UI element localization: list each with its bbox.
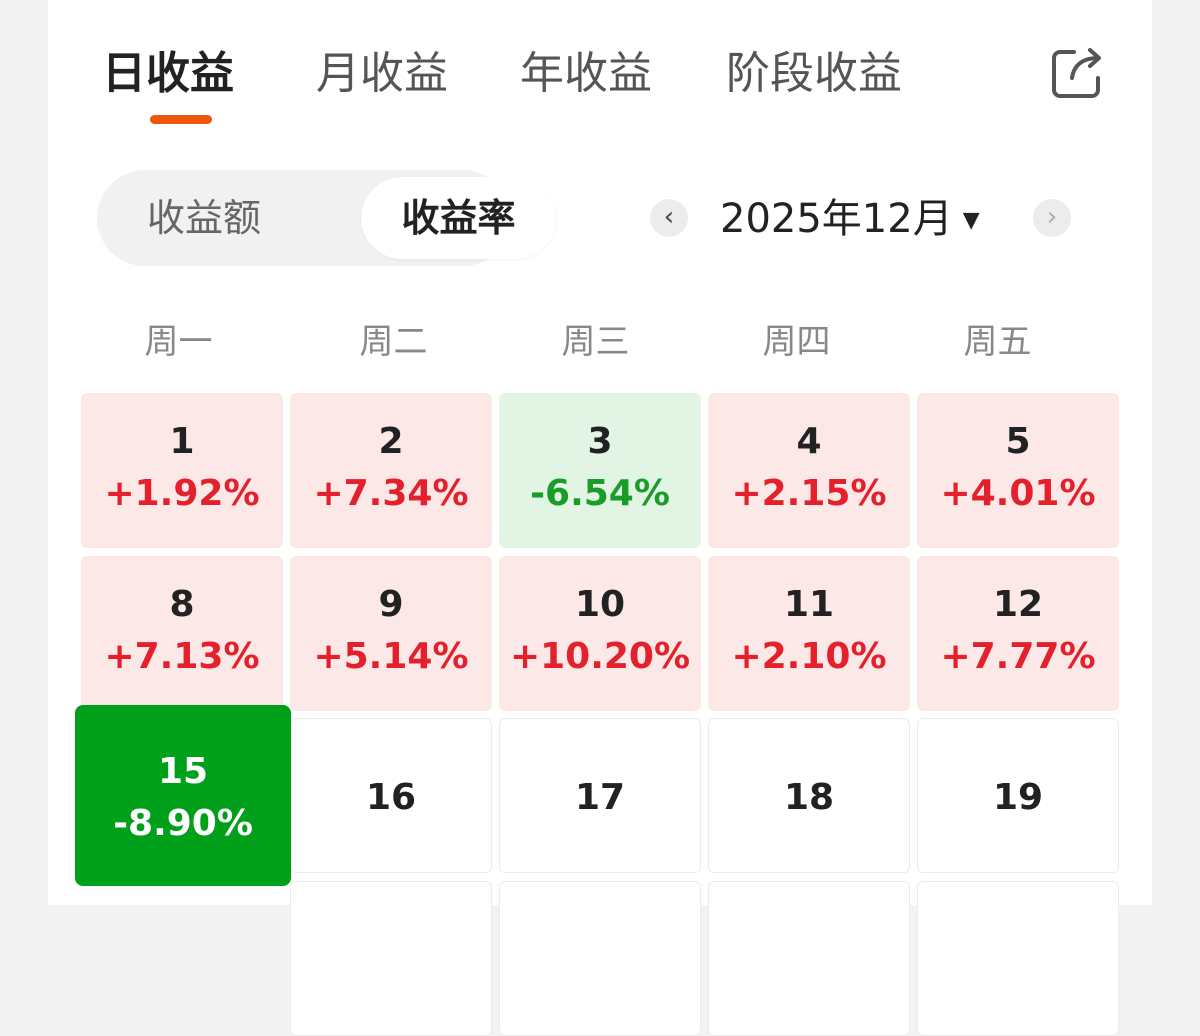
- day-return: +2.15%: [731, 473, 887, 514]
- weekday-tue: 周二: [359, 322, 428, 362]
- calendar-day[interactable]: 11 +2.10%: [708, 556, 910, 711]
- day-number: 12: [992, 584, 1044, 625]
- metric-toggle: 收益额 收益率: [97, 170, 556, 266]
- earnings-card: 日收益 月收益 年收益 阶段收益 收益额 收益率 ‹ 2025年12月 ▼ › 周…: [48, 0, 1152, 1036]
- calendar-day[interactable]: [708, 881, 910, 1036]
- month-label: 2025年12月: [720, 196, 953, 242]
- toggle-amount[interactable]: 收益额: [146, 196, 261, 240]
- calendar-day[interactable]: [917, 881, 1119, 1036]
- calendar-day[interactable]: 10 +10.20%: [499, 556, 701, 711]
- calendar-day[interactable]: 17: [499, 718, 701, 873]
- tab-monthly[interactable]: 月收益: [316, 48, 448, 99]
- day-number: 11: [783, 584, 835, 625]
- calendar-day[interactable]: 3 -6.54%: [499, 393, 701, 548]
- day-number: 16: [365, 777, 417, 818]
- day-return: +1.92%: [104, 473, 260, 514]
- calendar-day[interactable]: 2 +7.34%: [290, 393, 492, 548]
- active-tab-indicator: [150, 115, 212, 124]
- day-return: +2.10%: [731, 636, 887, 677]
- day-return: +10.20%: [509, 636, 691, 677]
- day-number: 17: [574, 777, 626, 818]
- month-selector[interactable]: 2025年12月 ▼: [720, 190, 980, 248]
- day-number: 18: [783, 777, 835, 818]
- day-return: +4.01%: [940, 473, 1096, 514]
- calendar-day[interactable]: 5 +4.01%: [917, 393, 1119, 548]
- day-number: 19: [992, 777, 1044, 818]
- toggle-rate[interactable]: 收益率: [361, 177, 556, 259]
- day-number: 3: [587, 421, 613, 462]
- calendar-day[interactable]: 8 +7.13%: [81, 556, 283, 711]
- day-number: 1: [169, 421, 195, 462]
- calendar-day[interactable]: 9 +5.14%: [290, 556, 492, 711]
- day-number: 15: [157, 751, 209, 792]
- day-number: 4: [796, 421, 822, 462]
- day-return: +7.34%: [313, 473, 469, 514]
- caret-down-icon: ▼: [962, 208, 980, 233]
- weekday-wed: 周三: [561, 322, 630, 362]
- tab-period[interactable]: 阶段收益: [726, 48, 902, 99]
- calendar-day[interactable]: 18: [708, 718, 910, 873]
- weekday-fri: 周五: [963, 322, 1032, 362]
- calendar-day[interactable]: 16: [290, 718, 492, 873]
- calendar-day-selected[interactable]: 15 -8.90%: [75, 705, 291, 886]
- next-month-button[interactable]: ›: [1033, 199, 1071, 237]
- tab-daily[interactable]: 日收益: [102, 48, 234, 99]
- calendar-day[interactable]: 19: [917, 718, 1119, 873]
- weekday-thu: 周四: [762, 322, 831, 362]
- calendar-day[interactable]: [499, 881, 701, 1036]
- day-return: -6.54%: [530, 473, 670, 514]
- day-return: +5.14%: [313, 636, 469, 677]
- day-number: 9: [378, 584, 404, 625]
- calendar-day[interactable]: 12 +7.77%: [917, 556, 1119, 711]
- calendar-day[interactable]: 1 +1.92%: [81, 393, 283, 548]
- weekday-mon: 周一: [144, 322, 213, 362]
- share-icon[interactable]: [1050, 44, 1106, 100]
- calendar-day[interactable]: [290, 881, 492, 1036]
- day-return: +7.13%: [104, 636, 260, 677]
- prev-month-button[interactable]: ‹: [650, 199, 688, 237]
- calendar-day[interactable]: 4 +2.15%: [708, 393, 910, 548]
- day-number: 10: [574, 584, 626, 625]
- day-number: 2: [378, 421, 404, 462]
- day-number: 5: [1005, 421, 1031, 462]
- tab-bar: 日收益 月收益 年收益 阶段收益: [48, 40, 1152, 130]
- tab-yearly[interactable]: 年收益: [520, 48, 652, 99]
- day-return: +7.77%: [940, 636, 1096, 677]
- day-number: 8: [169, 584, 195, 625]
- day-return: -8.90%: [113, 803, 253, 844]
